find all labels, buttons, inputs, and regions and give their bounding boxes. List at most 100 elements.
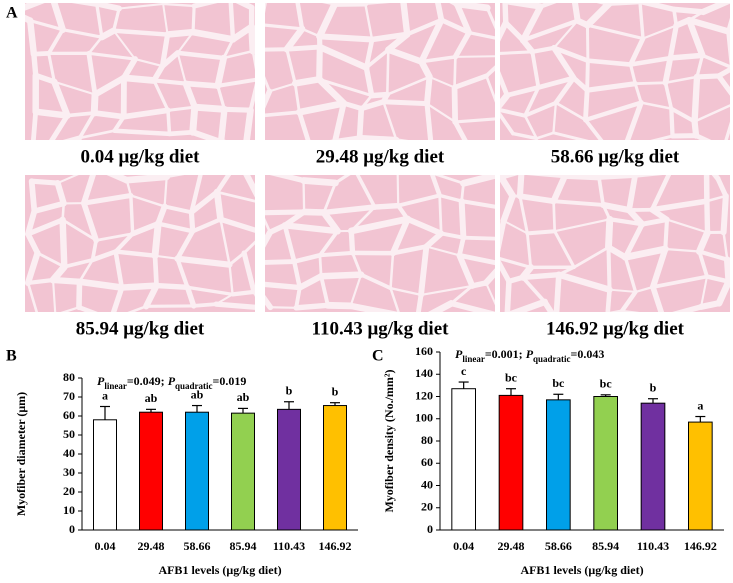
bar — [323, 405, 347, 531]
crack — [25, 217, 66, 237]
y-axis-label: Myofiber density (No./mm²) — [382, 369, 396, 512]
crack — [349, 273, 363, 307]
significance-letter: b — [650, 380, 657, 394]
crack — [386, 48, 390, 96]
crack — [638, 3, 645, 41]
crack — [78, 129, 116, 140]
crack — [133, 57, 164, 68]
micrograph — [25, 165, 255, 312]
crack — [80, 175, 96, 207]
crack — [182, 80, 221, 89]
crack — [174, 255, 233, 268]
crack — [318, 229, 340, 258]
annotation-part: quadratic — [533, 354, 571, 364]
y-tick-label: 60 — [63, 408, 75, 422]
caption: 0.04 μg/kg diet — [81, 146, 201, 167]
y-tick-label: 20 — [421, 500, 433, 514]
crack — [129, 220, 161, 237]
crack — [28, 19, 65, 32]
crack — [516, 175, 525, 200]
crack — [113, 249, 125, 290]
y-tick-label: 0 — [69, 522, 75, 536]
crack — [500, 175, 516, 200]
crack — [25, 208, 38, 237]
crack — [641, 24, 678, 40]
cracks — [25, 165, 255, 312]
crack — [720, 192, 729, 236]
x-tick-label: 58.66 — [545, 539, 572, 553]
crack — [31, 109, 39, 140]
crack — [113, 249, 158, 258]
significance-letter: ab — [237, 390, 250, 404]
crack — [164, 28, 197, 38]
crack — [189, 175, 203, 215]
crack — [583, 118, 604, 140]
crack — [600, 201, 633, 214]
crack — [425, 245, 461, 257]
crack — [427, 300, 455, 312]
bar — [546, 399, 571, 531]
crack — [500, 111, 515, 136]
crack — [28, 178, 38, 215]
crack — [500, 108, 527, 118]
crack — [191, 103, 228, 113]
crack — [213, 188, 224, 223]
crack — [161, 3, 196, 8]
crack — [705, 194, 728, 203]
crack — [607, 217, 645, 227]
crack — [56, 175, 79, 185]
crack — [98, 27, 117, 41]
crack — [389, 286, 423, 297]
crack — [585, 23, 645, 41]
crack — [632, 175, 663, 178]
crack — [669, 106, 697, 124]
crack — [583, 100, 644, 123]
crack — [519, 3, 544, 44]
crack — [241, 250, 255, 295]
panel-label: C — [372, 348, 384, 365]
crack — [394, 138, 409, 140]
crack — [61, 28, 104, 39]
y-tick-label: 80 — [421, 433, 433, 447]
crack — [26, 281, 39, 312]
crack — [456, 252, 476, 289]
x-tick-label: 29.48 — [498, 539, 525, 553]
crack — [522, 100, 558, 118]
crack — [452, 73, 489, 90]
crack — [726, 28, 730, 69]
micrograph — [500, 3, 730, 140]
micrograph — [25, 3, 255, 140]
crack — [663, 80, 674, 111]
crack — [76, 305, 98, 312]
crack — [359, 272, 393, 291]
crack — [185, 285, 235, 297]
crack — [283, 25, 306, 53]
y-tick-label: 50 — [63, 427, 75, 441]
crack — [143, 282, 160, 310]
crack — [47, 51, 56, 84]
significance-letter: c — [461, 364, 467, 378]
crack — [485, 6, 495, 30]
x-tick-label: 0.04 — [453, 539, 474, 553]
crack — [319, 274, 330, 308]
crack — [608, 309, 624, 312]
bar — [593, 396, 618, 531]
crack — [265, 294, 274, 311]
crack — [553, 218, 611, 233]
significance-letter: ab — [145, 391, 158, 405]
x-tick-label: 0.04 — [95, 539, 116, 553]
crack — [520, 18, 580, 43]
crack — [404, 216, 445, 237]
crack — [667, 22, 679, 61]
crack — [251, 49, 255, 71]
crack — [424, 101, 434, 140]
crack — [202, 165, 236, 171]
crack — [390, 244, 429, 256]
crack — [503, 20, 526, 43]
crack — [623, 255, 638, 294]
crack — [91, 74, 128, 98]
crack — [405, 17, 444, 37]
crack — [358, 99, 387, 112]
annotation-part: quadratic — [175, 381, 213, 391]
crack — [227, 251, 246, 267]
